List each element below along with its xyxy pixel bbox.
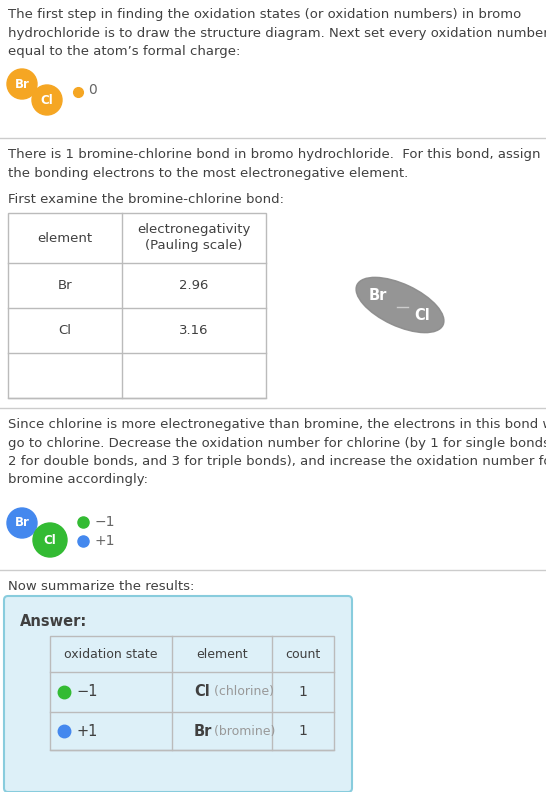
Ellipse shape — [356, 277, 444, 333]
Bar — [8, 213, 266, 398]
Circle shape — [32, 85, 62, 115]
Text: Br: Br — [15, 516, 29, 530]
Text: Br: Br — [15, 78, 29, 90]
Text: +1: +1 — [76, 724, 97, 738]
Text: Br: Br — [369, 288, 387, 303]
Text: count: count — [286, 648, 321, 661]
Circle shape — [7, 69, 37, 99]
Text: (bromine): (bromine) — [210, 725, 275, 737]
Text: −1: −1 — [95, 515, 116, 529]
Text: (chlorine): (chlorine) — [210, 686, 274, 699]
Text: Br: Br — [194, 724, 212, 738]
Text: element: element — [196, 648, 248, 661]
FancyBboxPatch shape — [4, 596, 352, 792]
Text: Cl: Cl — [194, 684, 210, 699]
Text: oxidation state: oxidation state — [64, 648, 158, 661]
Text: 2.96: 2.96 — [179, 279, 209, 292]
Text: −1: −1 — [76, 684, 98, 699]
Circle shape — [33, 523, 67, 557]
Text: +1: +1 — [95, 534, 116, 548]
Text: Br: Br — [58, 279, 72, 292]
Text: Cl: Cl — [44, 534, 56, 546]
Text: First examine the bromine-chlorine bond:: First examine the bromine-chlorine bond: — [8, 193, 284, 206]
Text: element: element — [38, 231, 93, 245]
Text: Cl: Cl — [414, 307, 430, 322]
Text: Since chlorine is more electronegative than bromine, the electrons in this bond : Since chlorine is more electronegative t… — [8, 418, 546, 486]
Text: electronegativity
(Pauling scale): electronegativity (Pauling scale) — [137, 223, 251, 253]
Text: Cl: Cl — [58, 324, 72, 337]
Text: There is 1 bromine-chlorine bond in bromo hydrochloride.  For this bond, assign
: There is 1 bromine-chlorine bond in brom… — [8, 148, 541, 180]
Text: Now summarize the results:: Now summarize the results: — [8, 580, 194, 593]
Text: 0: 0 — [88, 83, 97, 97]
Text: 1: 1 — [299, 724, 307, 738]
Text: 1: 1 — [299, 685, 307, 699]
Text: 3.16: 3.16 — [179, 324, 209, 337]
Text: Cl: Cl — [40, 93, 54, 106]
Bar — [50, 636, 334, 750]
Circle shape — [7, 508, 37, 538]
Text: Answer:: Answer: — [20, 614, 87, 629]
Text: The first step in finding the oxidation states (or oxidation numbers) in bromo
h: The first step in finding the oxidation … — [8, 8, 546, 58]
